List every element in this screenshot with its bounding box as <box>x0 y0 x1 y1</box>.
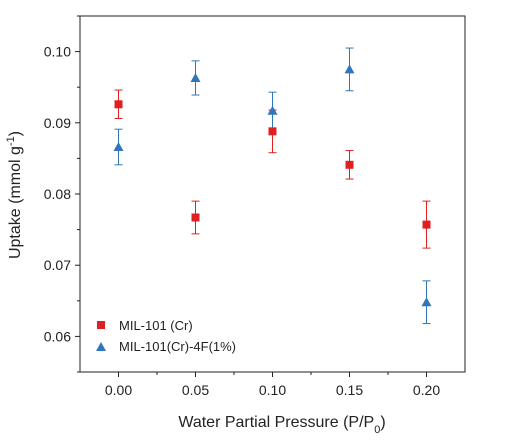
legend-label-mil-101-cr-4f: MIL-101(Cr)-4F(1%) <box>119 339 236 354</box>
y-tick-label: 0.09 <box>44 115 71 131</box>
y-tick-label: 0.10 <box>44 44 71 60</box>
markers <box>113 64 432 307</box>
data-point-triangle <box>190 72 201 82</box>
legend-label-mil-101-cr: MIL-101 (Cr) <box>119 318 193 333</box>
x-axis-title: Water Partial Pressure (P/P0) <box>178 414 385 436</box>
data-point-triangle <box>421 297 432 307</box>
y-axis: 0.06 0.07 0.08 0.09 0.10 <box>44 15 80 373</box>
error-bars <box>114 47 431 325</box>
y-tick-label: 0.08 <box>44 186 71 202</box>
legend-marker-mil-101-cr-4f <box>96 342 106 351</box>
data-point-square <box>345 160 354 169</box>
data-point-triangle <box>344 64 355 74</box>
x-tick-label: 0.05 <box>182 382 209 398</box>
y-axis-title: Uptake (mmol g-1) <box>5 131 24 259</box>
legend-marker-mil-101-cr <box>97 321 105 329</box>
data-point-square <box>114 100 123 109</box>
data-point-square <box>422 220 431 229</box>
x-tick-label: 0.10 <box>259 382 286 398</box>
data-point-triangle <box>113 142 124 152</box>
data-point-square <box>268 127 277 136</box>
y-tick-label: 0.07 <box>44 257 71 273</box>
x-tick-label: 0.00 <box>105 382 132 398</box>
data-point-triangle <box>267 105 278 115</box>
y-tick-label: 0.06 <box>44 328 71 344</box>
x-tick-label: 0.20 <box>413 382 440 398</box>
x-tick-label: 0.15 <box>336 382 363 398</box>
x-axis: 0.00 0.05 0.10 0.15 0.20 <box>105 372 440 398</box>
data-point-square <box>191 213 200 222</box>
legend: MIL-101 (Cr) MIL-101(Cr)-4F(1%) <box>96 318 236 354</box>
